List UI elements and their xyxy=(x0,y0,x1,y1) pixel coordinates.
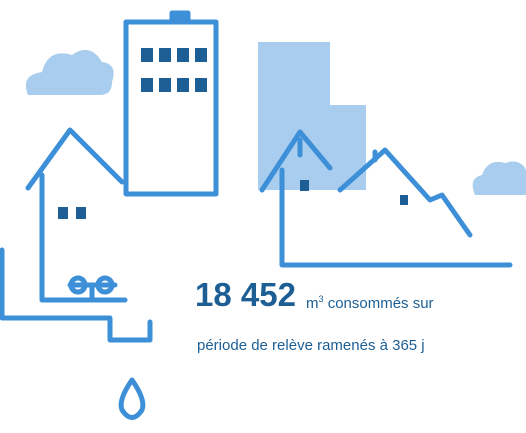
unit-exponent: 3 xyxy=(319,294,324,304)
illustration xyxy=(0,0,526,433)
volume-text: consommés sur xyxy=(328,295,434,312)
page: 18 452 m3 consommés sur période de relèv… xyxy=(0,0,526,433)
volume-number: 18 452 xyxy=(195,276,296,314)
period-text: période de relève ramenés à 365 j xyxy=(197,337,425,354)
unit: m xyxy=(306,295,319,312)
volume-unit: m3 consommés sur xyxy=(306,294,434,312)
